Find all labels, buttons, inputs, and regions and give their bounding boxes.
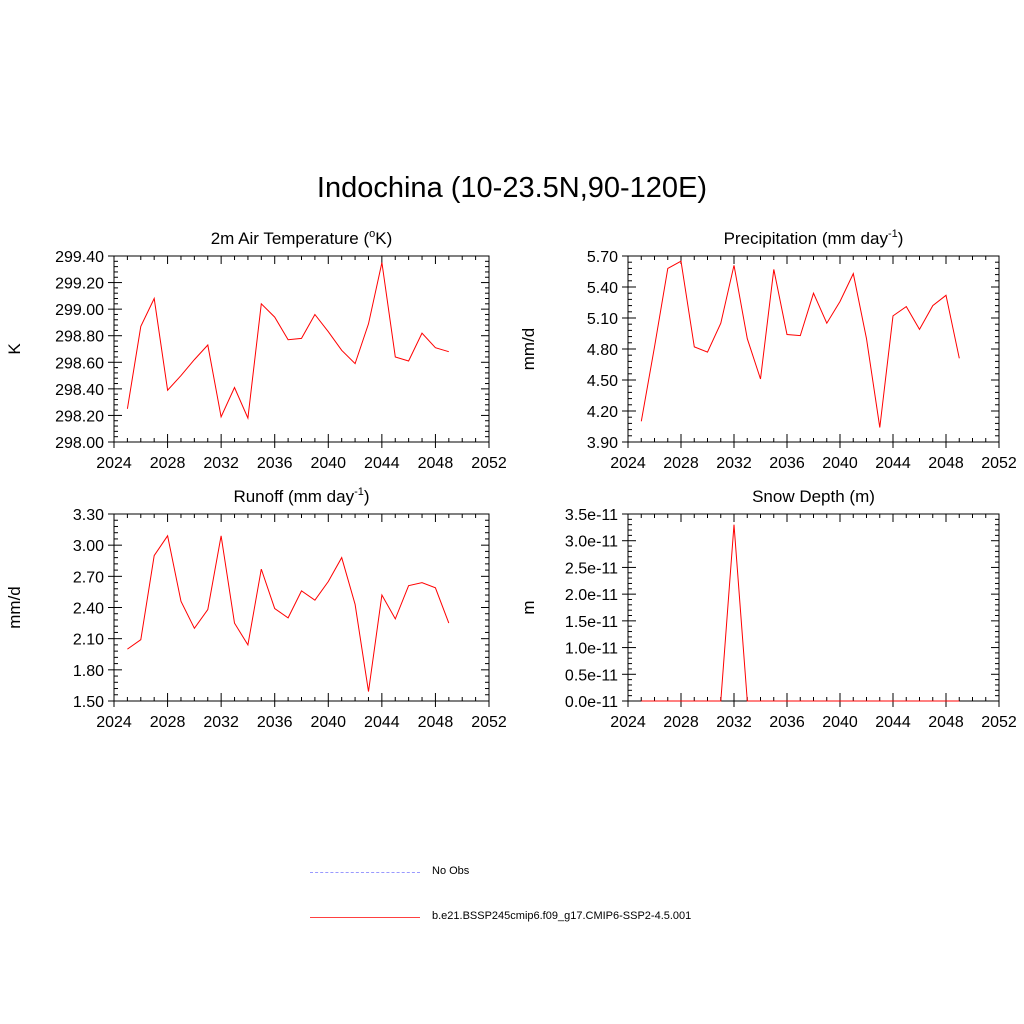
y-tick-label: 5.70: [587, 249, 618, 266]
x-tick-label: 2024: [96, 714, 132, 731]
y-tick-label: 3.00: [73, 538, 104, 555]
panel-title: Runoff (mm day-1): [233, 486, 369, 506]
panel-title: Precipitation (mm day-1): [724, 228, 904, 248]
legend-swatch-model: [310, 917, 420, 918]
plot-frame: [627, 513, 1000, 702]
x-tick-label: 2024: [96, 455, 132, 472]
x-tick-label: 2028: [150, 714, 186, 731]
legend-swatch-obs: [310, 872, 420, 873]
main-title: Indochina (10-23.5N,90-120E): [316, 172, 708, 204]
series-line: [127, 534, 450, 692]
x-tick-label: 2036: [769, 455, 805, 472]
plot-frame: [627, 255, 1000, 443]
panel-4: Snow Depth (m) m 2024 2028 2032 2036 2040 2044 2…: [519, 487, 1017, 731]
y-tick-label: 3.0e-11: [565, 534, 618, 551]
x-tick-label: 2048: [928, 455, 964, 472]
x-tick-label: 2024: [610, 455, 646, 472]
y-axis-label: mm/d: [519, 328, 538, 371]
y-tick-label: 1.5e-11: [565, 614, 618, 631]
legend-label-obs: No Obs: [432, 865, 470, 877]
panel-title: 2m Air Temperature (oK): [211, 228, 393, 248]
y-tick-label: 2.70: [73, 569, 104, 586]
x-tick-label: 2044: [875, 714, 911, 731]
x-tick-label: 2032: [716, 714, 752, 731]
y-tick-label: 4.50: [587, 373, 618, 390]
y-tick-label: 298.60: [55, 355, 104, 372]
y-axis-label: m: [519, 600, 538, 614]
x-tick-label: 2048: [418, 714, 454, 731]
y-tick-label: 2.10: [73, 632, 104, 649]
x-tick-label: 2032: [203, 455, 239, 472]
y-tick-label: 1.50: [73, 694, 104, 711]
y-axis-label: K: [5, 343, 24, 355]
legend-label-model: b.e21.BSSP245cmip6.f09_g17.CMIP6-SSP2-4.…: [432, 910, 692, 922]
x-tick-label: 2052: [981, 455, 1017, 472]
x-tick-label: 2028: [150, 455, 186, 472]
x-tick-label: 2032: [203, 714, 239, 731]
y-tick-label: 299.00: [55, 302, 104, 319]
panel-title: Snow Depth (m): [752, 487, 875, 506]
panel-1: 2m Air Temperature (oK) K 2024 2028 2032 2036…: [5, 228, 507, 472]
plot-frame: [113, 255, 490, 443]
y-tick-label: 5.10: [587, 311, 618, 328]
x-tick-label: 2040: [822, 714, 858, 731]
y-axis-label: mm/d: [5, 586, 24, 629]
legend-item-model: b.e21.BSSP245cmip6.f09_g17.CMIP6-SSP2-4.…: [310, 908, 810, 928]
series-line: [641, 524, 960, 702]
panel-3: Runoff (mm day-1) mm/d 2024 2028 2032 2036 204…: [5, 486, 507, 731]
x-tick-label: 2024: [610, 714, 646, 731]
x-tick-label: 2040: [310, 455, 346, 472]
y-tick-label: 3.90: [587, 435, 618, 452]
y-tick-label: 0.5e-11: [565, 667, 618, 684]
y-tick-label: 299.20: [55, 276, 104, 293]
y-tick-label: 4.80: [587, 342, 618, 359]
y-tick-label: 2.5e-11: [565, 560, 618, 577]
series-line: [126, 262, 449, 420]
x-tick-label: 2044: [364, 714, 400, 731]
y-tick-label: 1.0e-11: [565, 641, 618, 658]
x-tick-label: 2028: [663, 714, 699, 731]
plot-frame: [113, 513, 490, 702]
y-tick-label: 298.40: [55, 382, 104, 399]
panel-2: Precipitation (mm day-1) mm/d 2024 2028 2032…: [519, 228, 1017, 472]
y-tick-label: 5.40: [587, 280, 618, 297]
y-tick-label: 3.5e-11: [565, 507, 618, 524]
x-tick-label: 2052: [471, 714, 507, 731]
series-line: [640, 260, 960, 428]
y-tick-label: 298.20: [55, 408, 104, 425]
y-tick-label: 2.0e-11: [565, 587, 618, 604]
x-tick-label: 2036: [257, 714, 293, 731]
x-tick-label: 2036: [257, 455, 293, 472]
x-tick-label: 2040: [310, 714, 346, 731]
y-tick-label: 299.40: [55, 249, 104, 266]
x-tick-label: 2044: [364, 455, 400, 472]
y-tick-label: 1.80: [73, 663, 104, 680]
x-tick-label: 2044: [875, 455, 911, 472]
y-tick-label: 4.20: [587, 404, 618, 421]
y-tick-label: 298.00: [55, 435, 104, 452]
x-tick-label: 2032: [716, 455, 752, 472]
y-tick-label: 3.30: [73, 507, 104, 524]
x-tick-label: 2040: [822, 455, 858, 472]
y-tick-label: 0.0e-11: [565, 694, 618, 711]
x-tick-label: 2036: [769, 714, 805, 731]
x-tick-label: 2048: [928, 714, 964, 731]
x-tick-label: 2052: [981, 714, 1017, 731]
x-tick-label: 2028: [663, 455, 699, 472]
y-tick-label: 2.40: [73, 601, 104, 618]
x-tick-label: 2052: [471, 455, 507, 472]
x-tick-label: 2048: [418, 455, 454, 472]
legend-item-obs: No Obs: [310, 863, 810, 883]
y-tick-label: 298.80: [55, 329, 104, 346]
